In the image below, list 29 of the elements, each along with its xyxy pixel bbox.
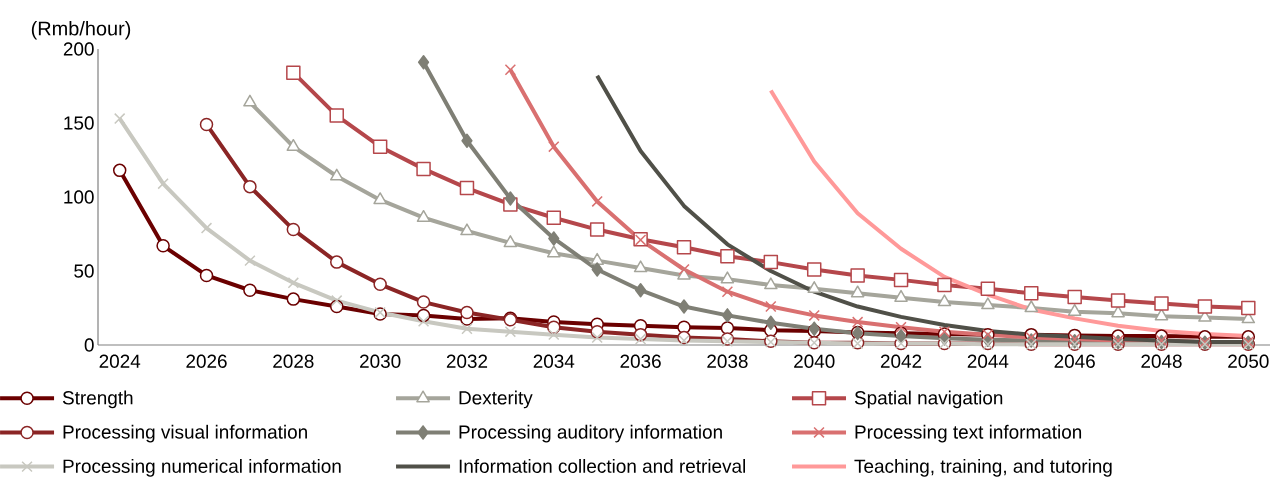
y-tick-label: 50: [74, 264, 94, 278]
legend-label: Processing visual information: [63, 424, 307, 443]
legend-label: Processing text information: [855, 424, 1082, 443]
y-axis-title: (Rmb/hour): [31, 20, 131, 40]
x-tick-label: 2024: [99, 354, 141, 368]
x-tick-label: 2032: [446, 354, 488, 368]
x-tick-label: 2034: [533, 354, 575, 368]
y-tick-label: 150: [64, 116, 94, 130]
x-tick-label: 2050: [1228, 354, 1269, 368]
legend-label: Strength: [62, 390, 133, 409]
y-tick-label: 200: [63, 42, 94, 56]
x-tick-label: 2042: [880, 354, 922, 368]
x-tick-label: 2046: [1054, 354, 1095, 368]
legend-label: Teaching, training, and tutoring: [854, 459, 1112, 477]
legend-label: Processing numerical information: [63, 459, 341, 477]
legend-label: Spatial navigation: [854, 390, 1003, 409]
x-tick-label: 2044: [967, 354, 1009, 368]
x-tick-label: 2030: [360, 354, 401, 368]
legend-label: Information collection and retrieval: [459, 459, 745, 473]
x-tick-label: 2036: [620, 354, 661, 368]
x-tick-label: 2048: [1141, 354, 1182, 368]
y-tick-label: 100: [64, 190, 94, 204]
x-tick-label: 2040: [794, 354, 835, 368]
x-tick-label: 2026: [186, 354, 227, 368]
x-tick-label: 2028: [273, 354, 314, 368]
legend-label: Processing auditory information: [459, 424, 722, 443]
legend-label: Dexterity: [459, 390, 533, 409]
y-tick-label: 0: [84, 338, 94, 352]
x-tick-label: 2038: [707, 354, 748, 368]
